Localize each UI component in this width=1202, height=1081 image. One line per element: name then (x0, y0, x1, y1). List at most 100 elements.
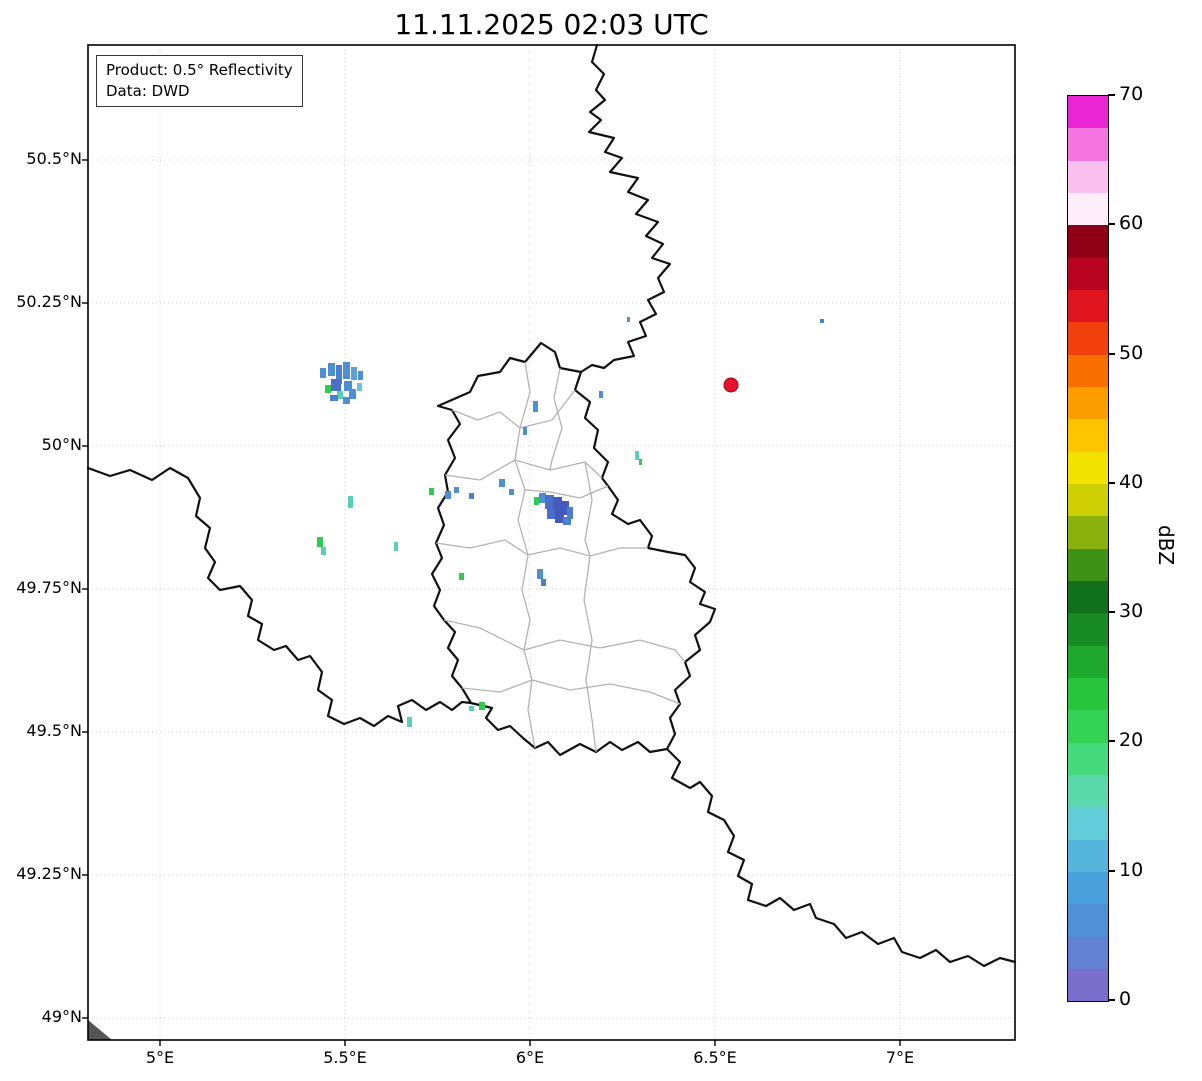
colorbar-tick-mark (1108, 352, 1115, 355)
echo-cell (330, 395, 338, 401)
colorbar-segment (1068, 386, 1108, 420)
y-tick-label: 50.5°N (26, 149, 82, 168)
echo-cell (469, 493, 474, 499)
echo-cell (635, 451, 639, 460)
echo-cell (348, 496, 353, 508)
x-tick-label: 6.5°E (693, 1048, 737, 1067)
colorbar-tick-label: 30 (1119, 600, 1144, 623)
echo-cell (563, 517, 571, 525)
echo-cell (555, 513, 564, 523)
x-tick-label: 5°E (145, 1048, 175, 1067)
echo-cell (321, 547, 326, 555)
colorbar-segment (1068, 936, 1108, 969)
echo-cell (639, 459, 642, 465)
echo-cell (349, 389, 356, 399)
colorbar-segment (1068, 483, 1108, 517)
graticule-gridlines (88, 45, 1015, 1040)
x-tick-label: 7°E (885, 1048, 915, 1067)
echo-cell (357, 383, 362, 391)
colorbar-segment (1068, 774, 1108, 808)
colorbar-segment (1068, 289, 1108, 323)
echo-cell (351, 367, 357, 380)
colorbar-segment (1068, 710, 1108, 743)
colorbar-segment (1068, 354, 1108, 387)
colorbar-segment (1068, 807, 1108, 840)
echo-cell (545, 495, 554, 509)
colorbar-tick-label: 40 (1119, 470, 1144, 493)
colorbar-segment (1068, 257, 1108, 290)
echo-cell (561, 501, 569, 515)
echo-cell (336, 365, 342, 384)
colorbar-segment (1068, 548, 1108, 581)
echo-cell (547, 509, 555, 519)
y-tick-label: 49.5°N (26, 721, 82, 740)
colorbar-segment (1068, 419, 1108, 452)
echo-cell (344, 381, 352, 391)
echo-cell (454, 487, 459, 493)
colorbar-segment (1068, 613, 1108, 646)
data-source-line: Data: DWD (106, 82, 190, 100)
x-tick-label: 6°E (515, 1048, 545, 1067)
y-tick-label: 50.25°N (16, 292, 82, 311)
canton-line (444, 459, 603, 481)
canton-line (524, 485, 609, 499)
colorbar-segment (1068, 451, 1108, 484)
echo-cell (325, 385, 331, 393)
echo-cell (469, 706, 474, 711)
y-tick-label: 50°N (41, 435, 82, 454)
colorbar-segment (1068, 839, 1108, 872)
colorbar-tick-mark (1108, 611, 1115, 614)
dbz-colorbar (1067, 95, 1109, 1002)
colorbar-tick-label: 50 (1119, 341, 1144, 364)
colorbar-axis-label: dBZ (1154, 524, 1178, 566)
echo-cell (394, 542, 398, 551)
canton-line (435, 539, 648, 557)
colorbar-tick-mark (1108, 223, 1115, 226)
colorbar-segment (1068, 580, 1108, 614)
echo-cell (343, 362, 350, 379)
echo-cell (320, 368, 326, 378)
country-borders (86, 43, 1017, 968)
echo-cell (317, 537, 323, 547)
plot-frame (87, 44, 1016, 1041)
echo-cell (533, 401, 538, 412)
colorbar-tick-mark (1108, 740, 1115, 743)
y-tick-label: 49.25°N (16, 864, 82, 883)
colorbar-segment (1068, 968, 1108, 1002)
colorbar-segment (1068, 322, 1108, 355)
colorbar-tick-mark (1108, 869, 1115, 872)
echo-cell (331, 379, 341, 391)
echo-cell (509, 489, 514, 495)
echo-cell (429, 488, 434, 495)
border-belgium-germany (579, 43, 672, 374)
border-luxembourg-outline (430, 341, 717, 757)
canton-line (451, 389, 576, 429)
colorbar-segment (1068, 160, 1108, 193)
echo-cell (567, 507, 573, 519)
colorbar-segment (1068, 742, 1108, 775)
corner-border-fragment (88, 1020, 112, 1040)
colorbar-segment (1068, 516, 1108, 549)
canton-borders (435, 361, 686, 753)
echo-cell (328, 363, 335, 376)
echo-cell (539, 493, 546, 503)
border-france-belgium (86, 466, 473, 728)
echo-cell (499, 479, 505, 487)
echo-cell (479, 702, 485, 710)
colorbar-segment (1068, 904, 1108, 937)
echo-cell (541, 579, 546, 586)
product-line: Product: 0.5° Reflectivity (106, 61, 293, 79)
colorbar-segment (1068, 192, 1108, 226)
echo-cell (459, 573, 464, 580)
figure-title: 11.11.2025 02:03 UTC (394, 8, 709, 41)
echo-cell (627, 317, 630, 322)
echo-cell (534, 497, 539, 505)
colorbar-tick-mark (1108, 94, 1115, 96)
canton-line (443, 619, 686, 663)
canton-line (519, 361, 531, 429)
x-tick-label: 5.5°E (323, 1048, 367, 1067)
canton-line (549, 367, 563, 471)
echo-cell (537, 569, 543, 579)
